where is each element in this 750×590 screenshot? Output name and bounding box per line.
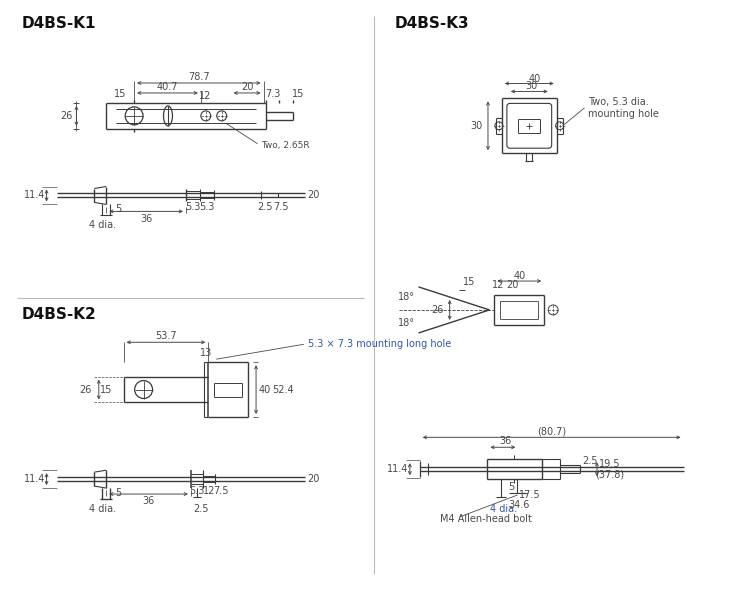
Text: 19.5: 19.5 — [599, 459, 621, 469]
Text: Two, 2.65R: Two, 2.65R — [262, 141, 310, 150]
Text: 11.4: 11.4 — [24, 474, 45, 484]
Text: D4BS-K2: D4BS-K2 — [22, 307, 97, 322]
Text: 4 dia.: 4 dia. — [88, 220, 116, 230]
Text: 15: 15 — [114, 89, 127, 99]
Text: 20: 20 — [241, 82, 254, 92]
Text: 20: 20 — [307, 474, 320, 484]
Text: 30: 30 — [525, 81, 538, 91]
Text: 15: 15 — [464, 277, 476, 287]
Text: 7.3: 7.3 — [265, 89, 280, 99]
Text: 40: 40 — [528, 74, 540, 84]
Text: Two, 5.3 dia.
mounting hole: Two, 5.3 dia. mounting hole — [589, 97, 659, 119]
Text: 18°: 18° — [398, 318, 415, 328]
Text: 40: 40 — [259, 385, 272, 395]
Text: 40.7: 40.7 — [157, 82, 178, 92]
Text: 36: 36 — [140, 214, 152, 224]
Text: 12: 12 — [492, 280, 505, 290]
Text: (37.8): (37.8) — [596, 469, 625, 479]
Text: 12: 12 — [202, 486, 215, 496]
Text: 30: 30 — [470, 121, 482, 131]
Text: 18°: 18° — [398, 292, 415, 302]
Text: 26: 26 — [80, 385, 92, 395]
Text: 40: 40 — [513, 271, 526, 281]
Text: 2.5: 2.5 — [256, 202, 272, 212]
Text: 17.5: 17.5 — [518, 490, 540, 500]
Text: (80.7): (80.7) — [537, 427, 566, 437]
Text: 2.5: 2.5 — [582, 456, 598, 466]
Text: 4 dia.: 4 dia. — [490, 504, 517, 514]
Text: 5: 5 — [115, 488, 122, 498]
Text: M4 Allen-head bolt: M4 Allen-head bolt — [440, 514, 532, 524]
Text: 11.4: 11.4 — [387, 464, 409, 474]
Text: 36: 36 — [500, 437, 512, 446]
Text: 5.3 × 7.3 mounting long hole: 5.3 × 7.3 mounting long hole — [308, 339, 451, 349]
Text: 52.4: 52.4 — [272, 385, 294, 395]
Text: 7.5: 7.5 — [273, 202, 288, 212]
Text: D4BS-K1: D4BS-K1 — [22, 16, 96, 31]
Text: 5: 5 — [509, 482, 515, 492]
Text: 11.4: 11.4 — [24, 191, 45, 201]
Text: 20: 20 — [307, 191, 320, 201]
Text: 26: 26 — [431, 305, 444, 315]
Text: 36: 36 — [142, 496, 154, 506]
Text: 4 dia.: 4 dia. — [88, 504, 116, 514]
Text: 15: 15 — [292, 89, 304, 99]
Text: 7.5: 7.5 — [213, 486, 229, 496]
Text: 13: 13 — [200, 348, 212, 358]
Text: D4BS-K3: D4BS-K3 — [395, 16, 470, 31]
Text: 5.3: 5.3 — [199, 202, 214, 212]
Text: 5: 5 — [115, 204, 122, 214]
Text: 34.6: 34.6 — [509, 500, 530, 510]
Text: 15: 15 — [100, 385, 112, 395]
Text: 78.7: 78.7 — [188, 72, 210, 82]
Text: 5.3: 5.3 — [185, 202, 200, 212]
Text: 53.7: 53.7 — [155, 332, 177, 341]
Text: 12: 12 — [199, 91, 211, 101]
Text: 26: 26 — [60, 111, 73, 121]
Text: 20: 20 — [506, 280, 518, 290]
Text: 5.3: 5.3 — [189, 486, 205, 496]
Text: 2.5: 2.5 — [193, 504, 208, 514]
